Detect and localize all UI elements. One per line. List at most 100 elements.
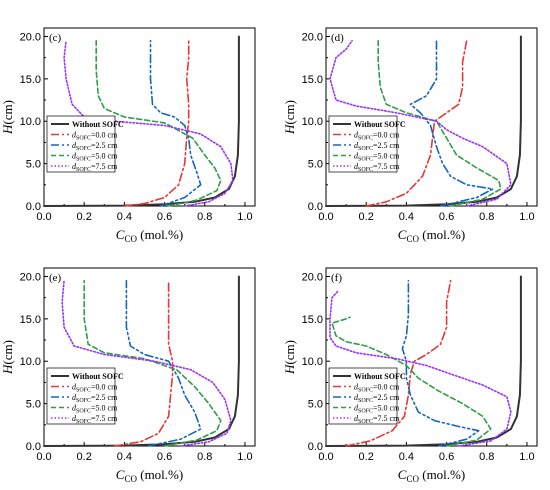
y-axis-label: H(cm) (0, 340, 15, 375)
legend-entry: Without SOFC (72, 120, 124, 129)
x-tick-label: 0.4 (117, 211, 132, 223)
y-axis-label: H(cm) (0, 100, 15, 135)
series-line-4 (95, 39, 222, 207)
plot-frame (325, 27, 538, 207)
x-tick-label: 0.4 (399, 211, 414, 223)
legend-box (46, 115, 116, 173)
y-tick-label: 10.0 (302, 356, 323, 368)
legend-entry: dSOFC=7.5 cm (72, 414, 118, 425)
series-line-3 (401, 279, 480, 447)
y-tick-label: 20.0 (302, 31, 323, 43)
series-line-1 (325, 35, 522, 207)
legend-entry: dSOFC=0.0 cm (354, 383, 400, 394)
y-tick-label: 5.0 (26, 159, 41, 171)
panel-label: (d) (331, 32, 344, 44)
panel-label: (c) (49, 32, 62, 44)
x-tick-label: 0.0 (36, 211, 51, 223)
legend-entry: dSOFC=7.5 cm (354, 414, 400, 425)
y-tick-label: 15.0 (20, 314, 41, 326)
x-axis-label: CCO (mol.%) (116, 227, 183, 244)
series-line-1 (43, 35, 240, 207)
legend-box (328, 367, 398, 425)
y-tick-label: 0.0 (26, 441, 41, 453)
y-tick-label: 20.0 (20, 271, 41, 283)
x-tick-label: 0.4 (117, 451, 132, 463)
y-tick-label: 15.0 (302, 74, 323, 86)
chart-panel-2: 0.0 0.2 0.4 0.6 0.8 1.0 0.0 5.0 10.0 15.0 20.0 CCO … (282, 27, 538, 244)
x-tick-label: 0.0 (36, 451, 51, 463)
x-tick-label: 0.4 (399, 451, 414, 463)
series-line-1 (325, 275, 522, 447)
legend-entry: dSOFC=2.5 cm (72, 393, 118, 404)
legend-entry: dSOFC=0.0 cm (72, 383, 118, 394)
x-tick-label: 0.8 (479, 211, 494, 223)
x-tick-label: 0.6 (439, 211, 454, 223)
series-line-5 (329, 39, 512, 207)
x-tick-label: 0.6 (157, 451, 172, 463)
series-line-5 (329, 290, 512, 447)
y-tick-label: 15.0 (302, 314, 323, 326)
x-tick-label: 1.0 (237, 211, 252, 223)
x-axis-label: CCO (mol.%) (116, 467, 183, 484)
y-tick-label: 0.0 (308, 441, 323, 453)
legend-entry: dSOFC=7.5 cm (72, 162, 118, 173)
plot-frame (325, 267, 538, 447)
series-line-4 (377, 39, 502, 207)
panel-label: (f) (331, 272, 342, 284)
series-line-3 (125, 279, 202, 447)
legend-entry: dSOFC=5.0 cm (354, 152, 400, 163)
x-tick-label: 0.8 (197, 451, 212, 463)
y-tick-label: 5.0 (26, 399, 41, 411)
series-line-2 (365, 39, 468, 207)
chart-panel-1: 0.0 0.2 0.4 0.6 0.8 1.0 0.0 5.0 10.0 15.0 20.0 CCO … (0, 27, 256, 244)
series-line-5 (61, 279, 232, 447)
y-tick-label: 5.0 (308, 399, 323, 411)
series-line-2 (113, 279, 174, 447)
y-tick-label: 15.0 (20, 74, 41, 86)
legend-entry: Without SOFC (354, 120, 406, 129)
x-tick-label: 0.8 (197, 211, 212, 223)
series-line-1 (43, 275, 240, 447)
x-tick-label: 0.6 (439, 451, 454, 463)
series-line-2 (123, 39, 190, 207)
x-tick-label: 0.0 (318, 451, 333, 463)
x-tick-label: 1.0 (519, 211, 534, 223)
legend-entry: Without SOFC (354, 372, 406, 381)
y-axis-label: H(cm) (282, 340, 297, 375)
legend-box (46, 367, 116, 425)
x-tick-label: 0.2 (359, 451, 374, 463)
series-line-3 (409, 39, 494, 207)
y-axis-label: H(cm) (282, 100, 297, 135)
x-tick-label: 1.0 (237, 451, 252, 463)
y-tick-label: 10.0 (20, 116, 41, 128)
x-tick-label: 0.6 (157, 211, 172, 223)
y-tick-label: 20.0 (302, 271, 323, 283)
legend-entry: dSOFC=5.0 cm (72, 152, 118, 163)
series-line-4 (83, 279, 222, 447)
panel-label: (e) (49, 272, 62, 284)
y-tick-label: 0.0 (308, 201, 323, 213)
x-tick-label: 0.2 (77, 451, 92, 463)
legend-entry: dSOFC=0.0 cm (72, 131, 118, 142)
legend-entry: dSOFC=2.5 cm (354, 141, 400, 152)
series-line-5 (63, 39, 234, 207)
x-tick-label: 0.8 (479, 451, 494, 463)
x-tick-label: 1.0 (519, 451, 534, 463)
chart-panel-3: 0.0 0.2 0.4 0.6 0.8 1.0 0.0 5.0 10.0 15.0 20.0 CCO … (0, 267, 256, 484)
series-line-3 (149, 39, 202, 207)
legend-entry: dSOFC=7.5 cm (354, 162, 400, 173)
series-line-4 (331, 316, 492, 447)
series-line-2 (345, 279, 452, 447)
legend-entry: dSOFC=2.5 cm (354, 393, 400, 404)
y-tick-label: 20.0 (20, 31, 41, 43)
x-tick-label: 0.2 (77, 211, 92, 223)
legend-entry: dSOFC=2.5 cm (72, 141, 118, 152)
x-tick-label: 0.0 (318, 211, 333, 223)
y-tick-label: 10.0 (20, 356, 41, 368)
x-axis-label: CCO (mol.%) (398, 467, 465, 484)
